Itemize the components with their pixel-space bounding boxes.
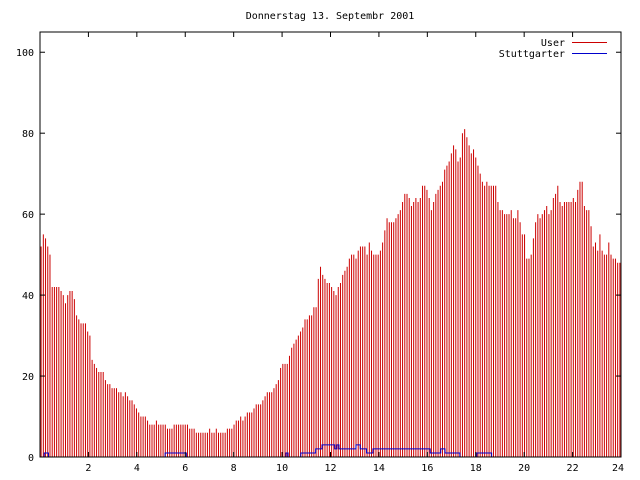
y-axis: 0 20 40 60 80 100 xyxy=(16,48,621,464)
x-tick-label: 10 xyxy=(276,463,288,474)
x-tick-label: 6 xyxy=(182,463,188,474)
x-tick-label: 14 xyxy=(373,463,385,474)
x-tick-label: 16 xyxy=(421,463,433,474)
x-tick-label: 8 xyxy=(231,463,237,474)
x-tick-label: 22 xyxy=(567,463,579,474)
y-tick-label: 100 xyxy=(16,48,34,59)
x-tick-label: 18 xyxy=(470,463,482,474)
x-tick-label: 4 xyxy=(134,463,140,474)
y-tick-label: 80 xyxy=(22,129,34,140)
x-tick-label: 2 xyxy=(85,463,91,474)
chart-title: Donnerstag 13. Septembr 2001 xyxy=(246,11,415,22)
user-series xyxy=(40,129,621,457)
x-axis: 2 4 6 8 10 12 14 16 18 20 22 24 xyxy=(85,32,624,474)
legend-label-stuttgarter: Stuttgarter xyxy=(499,49,565,60)
y-tick-label: 60 xyxy=(22,210,34,221)
y-tick-label: 40 xyxy=(22,291,34,302)
y-tick-label: 20 xyxy=(22,372,34,383)
legend: User Stuttgarter xyxy=(499,38,607,60)
x-tick-label: 24 xyxy=(612,463,624,474)
x-tick-label: 20 xyxy=(518,463,530,474)
x-tick-label: 12 xyxy=(324,463,336,474)
legend-label-user: User xyxy=(541,38,565,49)
y-tick-label: 0 xyxy=(28,453,34,464)
